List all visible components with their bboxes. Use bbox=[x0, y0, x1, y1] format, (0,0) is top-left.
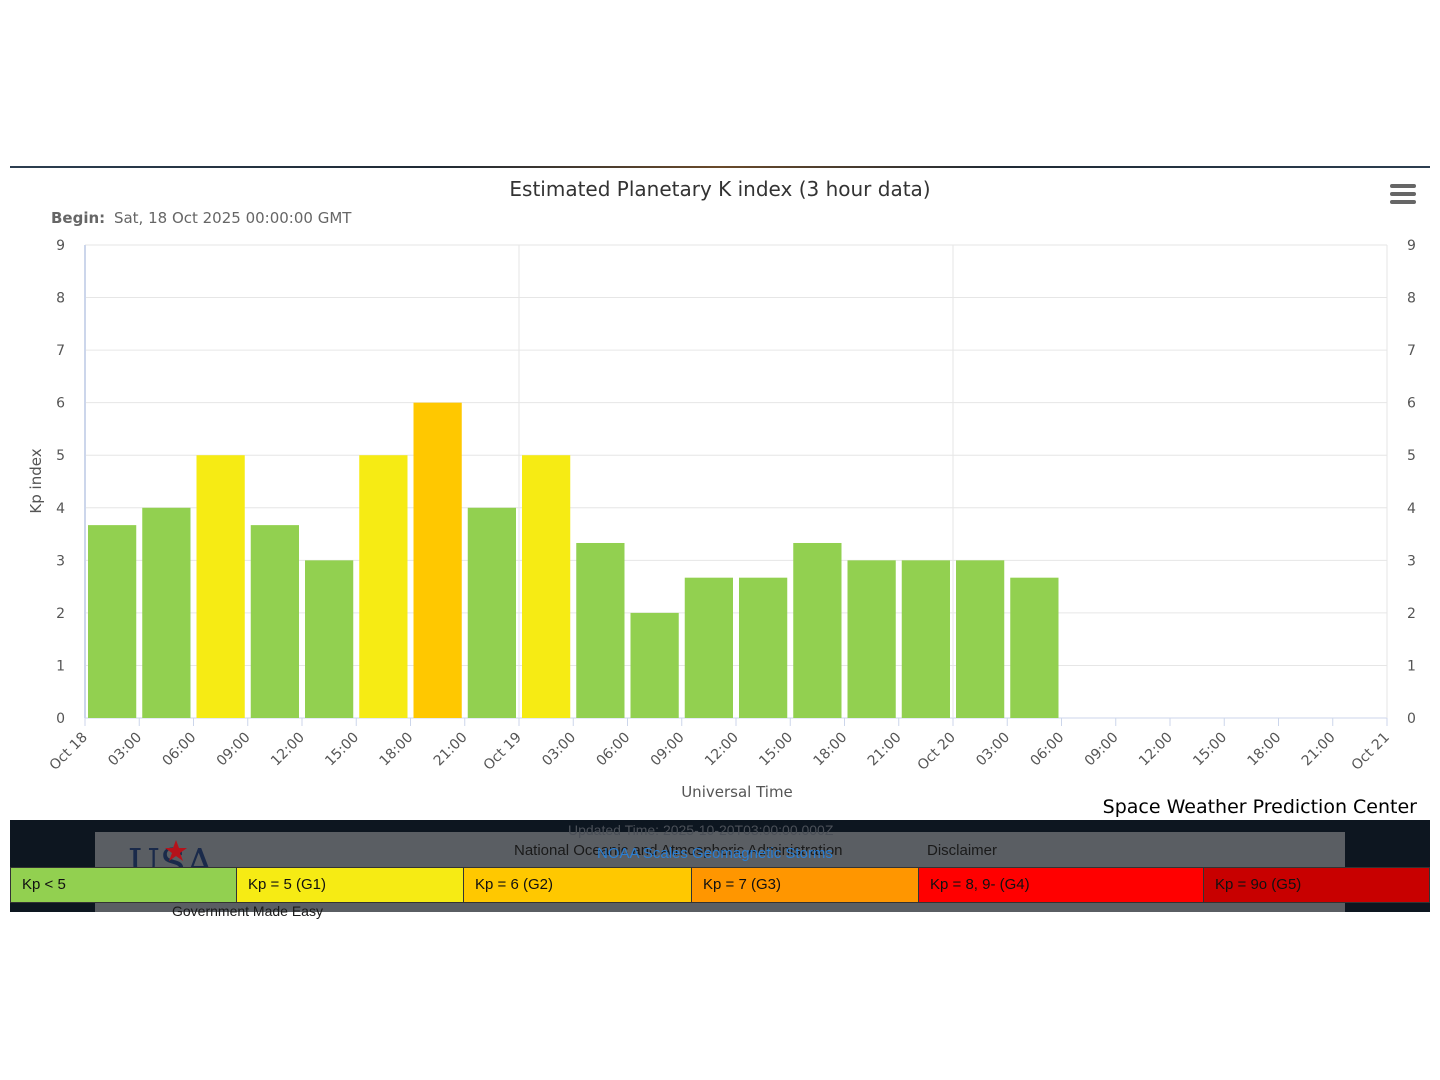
x-tick-label: 18:00 bbox=[376, 730, 416, 770]
hamburger-menu-icon[interactable] bbox=[1390, 184, 1416, 208]
y-axis-left-ticks: 0 1 2 3 4 5 6 7 8 9 bbox=[56, 238, 65, 727]
x-axis-ticks: Oct 18 03:00 06:00 09:00 12:00 15:00 18:00 21:0… bbox=[47, 718, 1393, 774]
y-axis-label: Kp index bbox=[27, 448, 45, 513]
bar bbox=[684, 577, 733, 718]
x-tick-label: 18:00 bbox=[1244, 730, 1284, 770]
y-tick-label-left: 7 bbox=[56, 343, 65, 359]
bar bbox=[522, 455, 571, 718]
y-tick-label-right: 4 bbox=[1407, 501, 1416, 517]
gov-made-easy-text: Government Made Easy bbox=[172, 903, 323, 919]
x-tick-label: 21:00 bbox=[865, 730, 905, 770]
bar bbox=[250, 525, 299, 718]
y-tick-label-right: 0 bbox=[1407, 711, 1416, 727]
bar bbox=[847, 560, 896, 718]
bar bbox=[1010, 577, 1059, 718]
bar bbox=[739, 577, 788, 718]
y-tick-label-left: 0 bbox=[56, 711, 65, 727]
bars bbox=[88, 402, 1059, 718]
x-tick-label: Oct 20 bbox=[915, 730, 959, 774]
x-tick-label: 15:00 bbox=[322, 730, 362, 770]
x-tick-label: 21:00 bbox=[431, 730, 471, 770]
bar bbox=[793, 542, 842, 718]
y-tick-label-right: 6 bbox=[1407, 396, 1416, 412]
x-tick-label: 15:00 bbox=[756, 730, 796, 770]
legend-item-kp5: Kp = 5 (G1) bbox=[237, 868, 464, 902]
x-axis-label: Universal Time bbox=[681, 783, 793, 801]
chart-credit: Space Weather Prediction Center bbox=[1103, 796, 1418, 818]
bar bbox=[359, 455, 408, 718]
y-tick-label-right: 8 bbox=[1407, 291, 1416, 307]
y-tick-label-left: 1 bbox=[56, 658, 65, 674]
x-tick-label: 09:00 bbox=[214, 730, 254, 770]
y-tick-label-left: 3 bbox=[56, 553, 65, 569]
x-tick-label: 06:00 bbox=[1027, 730, 1067, 770]
grid-lines bbox=[84, 244, 1388, 719]
bar bbox=[142, 507, 191, 718]
bar bbox=[413, 402, 462, 718]
y-tick-label-right: 1 bbox=[1407, 658, 1416, 674]
bar bbox=[630, 612, 679, 718]
x-tick-label: 03:00 bbox=[973, 730, 1013, 770]
bar bbox=[196, 455, 245, 718]
legend-item-kp8: Kp = 8, 9- (G4) bbox=[919, 868, 1204, 902]
y-tick-label-left: 9 bbox=[56, 238, 65, 254]
subtitle-label: Begin: bbox=[51, 209, 105, 227]
y-tick-label-left: 5 bbox=[56, 448, 65, 464]
x-tick-label: 03:00 bbox=[105, 730, 145, 770]
y-tick-label-right: 9 bbox=[1407, 238, 1416, 254]
chart-subtitle: Begin: Sat, 18 Oct 2025 00:00:00 GMT bbox=[51, 209, 352, 227]
subtitle-value: Sat, 18 Oct 2025 00:00:00 GMT bbox=[114, 209, 352, 227]
logo-star bbox=[165, 840, 187, 861]
x-tick-label: 09:00 bbox=[1082, 730, 1122, 770]
y-tick-label-left: 6 bbox=[56, 396, 65, 412]
legend-item-kp9: Kp = 9o (G5) bbox=[1204, 868, 1430, 902]
menu-bar bbox=[1390, 192, 1416, 196]
y-tick-label-left: 8 bbox=[56, 291, 65, 307]
menu-bar bbox=[1390, 184, 1416, 188]
x-tick-label: Oct 18 bbox=[47, 730, 91, 774]
y-axis-right-ticks: 0 1 2 3 4 5 6 7 8 9 bbox=[1407, 238, 1416, 727]
updated-time: Updated Time: 2025-10-20T03:00:00.000Z bbox=[568, 822, 834, 838]
legend-item-kp-lt5: Kp < 5 bbox=[10, 868, 237, 902]
x-tick-label: 06:00 bbox=[159, 730, 199, 770]
y-tick-label-right: 5 bbox=[1407, 448, 1416, 464]
x-tick-label: Oct 19 bbox=[481, 730, 525, 774]
y-tick-label-left: 4 bbox=[56, 501, 65, 517]
y-tick-label-right: 3 bbox=[1407, 553, 1416, 569]
x-tick-label: 09:00 bbox=[648, 730, 688, 770]
noaa-link[interactable]: National Oceanic and Atmospheric Adminis… bbox=[514, 842, 843, 859]
x-tick-label: 15:00 bbox=[1190, 730, 1230, 770]
legend-item-kp6: Kp = 6 (G2) bbox=[464, 868, 692, 902]
x-tick-label: 06:00 bbox=[593, 730, 633, 770]
chart-title: Estimated Planetary K index (3 hour data… bbox=[509, 177, 930, 201]
kp-legend: Kp < 5 Kp = 5 (G1) Kp = 6 (G2) Kp = 7 (G… bbox=[10, 867, 1430, 903]
bar bbox=[305, 560, 354, 718]
bar bbox=[88, 525, 137, 718]
bar bbox=[467, 507, 516, 718]
header-divider bbox=[10, 166, 1430, 168]
bar bbox=[956, 560, 1005, 718]
legend-item-kp7: Kp = 7 (G3) bbox=[692, 868, 919, 902]
bar bbox=[576, 542, 625, 718]
x-tick-label: 12:00 bbox=[702, 730, 742, 770]
x-tick-label: 03:00 bbox=[539, 730, 579, 770]
bar bbox=[901, 560, 950, 718]
menu-bar bbox=[1390, 200, 1416, 204]
x-tick-label: Oct 21 bbox=[1349, 730, 1393, 774]
disclaimer-link[interactable]: Disclaimer bbox=[927, 842, 998, 859]
y-tick-label-right: 2 bbox=[1407, 606, 1416, 622]
x-tick-label: 12:00 bbox=[268, 730, 308, 770]
y-tick-label-left: 2 bbox=[56, 606, 65, 622]
x-tick-label: 18:00 bbox=[810, 730, 850, 770]
x-tick-label: 21:00 bbox=[1299, 730, 1339, 770]
y-tick-label-right: 7 bbox=[1407, 343, 1416, 359]
x-tick-label: 12:00 bbox=[1136, 730, 1176, 770]
noaa-scales-link[interactable]: NOAA Scales Geomagnetic Storms bbox=[597, 845, 833, 862]
